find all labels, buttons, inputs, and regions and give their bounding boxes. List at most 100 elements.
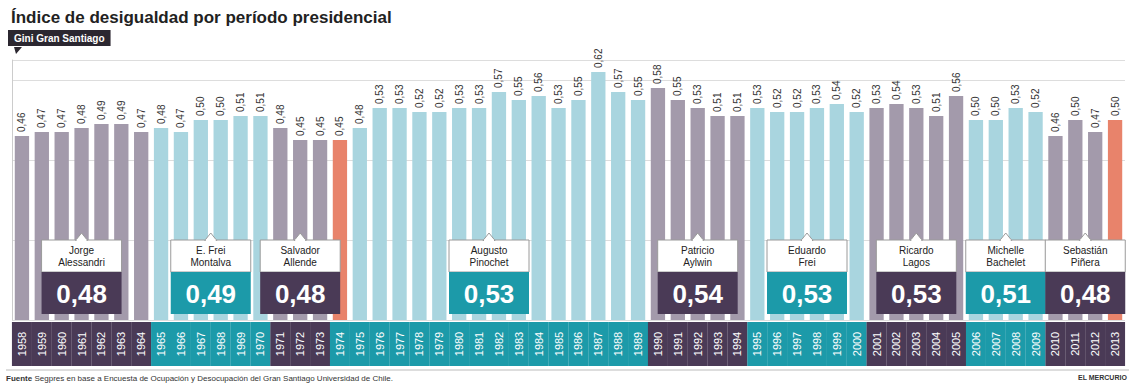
svg-text:0,53: 0,53	[454, 84, 465, 104]
svg-text:0,53: 0,53	[752, 84, 763, 104]
svg-text:0,52: 0,52	[1030, 88, 1041, 108]
svg-text:2012: 2012	[1089, 332, 1101, 356]
svg-text:0,49: 0,49	[96, 100, 107, 120]
svg-text:0,55: 0,55	[573, 76, 584, 96]
svg-text:0,58: 0,58	[652, 64, 663, 84]
svg-text:0,46: 0,46	[1050, 112, 1061, 132]
svg-text:0,54: 0,54	[672, 279, 723, 309]
svg-text:2004: 2004	[930, 332, 942, 356]
svg-text:2007: 2007	[990, 332, 1002, 356]
svg-text:1966: 1966	[175, 332, 187, 356]
svg-text:1962: 1962	[95, 332, 107, 356]
svg-text:0,51: 0,51	[235, 92, 246, 112]
svg-text:0,53: 0,53	[692, 84, 703, 104]
svg-text:1978: 1978	[413, 332, 425, 356]
svg-text:1968: 1968	[215, 332, 227, 356]
svg-text:0,55: 0,55	[672, 76, 683, 96]
svg-text:1999: 1999	[831, 332, 843, 356]
svg-text:1994: 1994	[731, 332, 743, 356]
svg-text:1975: 1975	[354, 332, 366, 356]
svg-text:1989: 1989	[632, 332, 644, 356]
svg-text:1995: 1995	[751, 332, 763, 356]
svg-text:0,49: 0,49	[185, 279, 236, 309]
svg-text:Alessandri: Alessandri	[58, 257, 105, 268]
svg-text:0,53: 0,53	[553, 84, 564, 104]
svg-text:Bachelet: Bachelet	[986, 257, 1025, 268]
svg-text:1971: 1971	[274, 332, 286, 356]
svg-text:1997: 1997	[791, 332, 803, 356]
svg-text:Patricio: Patricio	[681, 245, 715, 256]
svg-text:2011: 2011	[1069, 332, 1081, 356]
svg-text:0,50: 0,50	[195, 96, 206, 116]
svg-text:Allende: Allende	[284, 257, 318, 268]
svg-text:1972: 1972	[294, 332, 306, 356]
svg-text:1985: 1985	[553, 332, 565, 356]
svg-text:Lagos: Lagos	[903, 257, 930, 268]
svg-text:0,55: 0,55	[633, 76, 644, 96]
svg-text:1991: 1991	[672, 332, 684, 356]
svg-text:0,52: 0,52	[414, 88, 425, 108]
svg-text:0,48: 0,48	[1060, 279, 1111, 309]
svg-text:0,48: 0,48	[76, 104, 87, 124]
svg-text:1960: 1960	[56, 332, 68, 356]
svg-text:1963: 1963	[115, 332, 127, 356]
svg-text:0,53: 0,53	[394, 84, 405, 104]
svg-text:0,47: 0,47	[56, 108, 67, 128]
svg-text:1973: 1973	[314, 332, 326, 356]
svg-text:0,53: 0,53	[782, 279, 833, 309]
svg-text:0,52: 0,52	[851, 88, 862, 108]
svg-text:0,51: 0,51	[255, 92, 266, 112]
svg-text:EL MERCURIO: EL MERCURIO	[1078, 374, 1127, 381]
svg-text:0,48: 0,48	[275, 104, 286, 124]
svg-text:Sebastián: Sebastián	[1063, 245, 1107, 256]
svg-text:2003: 2003	[910, 332, 922, 356]
svg-text:0,50: 0,50	[215, 96, 226, 116]
svg-text:Eduardo: Eduardo	[788, 245, 826, 256]
svg-text:0,50: 0,50	[1110, 96, 1121, 116]
svg-text:0,50: 0,50	[970, 96, 981, 116]
svg-text:Jorge: Jorge	[69, 245, 94, 256]
svg-text:2002: 2002	[890, 332, 902, 356]
svg-text:1964: 1964	[135, 332, 147, 356]
svg-text:1980: 1980	[453, 332, 465, 356]
svg-text:0,51: 0,51	[712, 92, 723, 112]
svg-text:Montalva: Montalva	[190, 257, 231, 268]
svg-text:0,54: 0,54	[831, 80, 842, 100]
svg-text:0,51: 0,51	[980, 279, 1031, 309]
svg-text:0,53: 0,53	[871, 84, 882, 104]
svg-text:0,53: 0,53	[374, 84, 385, 104]
svg-text:Piñera: Piñera	[1071, 257, 1100, 268]
svg-text:0,53: 0,53	[464, 279, 515, 309]
svg-text:1992: 1992	[692, 332, 704, 356]
svg-text:0,51: 0,51	[931, 92, 942, 112]
svg-text:1967: 1967	[195, 332, 207, 356]
svg-text:0,62: 0,62	[593, 48, 604, 68]
svg-text:Michelle: Michelle	[987, 245, 1024, 256]
svg-text:1965: 1965	[155, 332, 167, 356]
svg-text:0,52: 0,52	[434, 88, 445, 108]
svg-text:1981: 1981	[473, 332, 485, 356]
svg-text:0,48: 0,48	[56, 279, 107, 309]
svg-text:0,47: 0,47	[36, 108, 47, 128]
svg-text:0,47: 0,47	[1090, 108, 1101, 128]
svg-text:0,47: 0,47	[175, 108, 186, 128]
svg-text:0,53: 0,53	[1010, 84, 1021, 104]
svg-text:1984: 1984	[533, 332, 545, 356]
svg-text:1976: 1976	[374, 332, 386, 356]
svg-text:2009: 2009	[1030, 332, 1042, 356]
svg-text:2013: 2013	[1109, 332, 1121, 356]
svg-text:Pinochet: Pinochet	[470, 257, 509, 268]
svg-text:2001: 2001	[871, 332, 883, 356]
svg-text:2005: 2005	[950, 332, 962, 356]
svg-text:1977: 1977	[394, 332, 406, 356]
svg-text:0,53: 0,53	[891, 279, 942, 309]
svg-text:0,45: 0,45	[315, 116, 326, 136]
svg-text:E. Frei: E. Frei	[196, 245, 225, 256]
svg-text:1998: 1998	[811, 332, 823, 356]
svg-text:1988: 1988	[612, 332, 624, 356]
svg-text:0,50: 0,50	[990, 96, 1001, 116]
svg-text:0,48: 0,48	[275, 279, 326, 309]
svg-text:Aylwin: Aylwin	[683, 257, 712, 268]
svg-text:1959: 1959	[36, 332, 48, 356]
svg-text:0,49: 0,49	[116, 100, 127, 120]
